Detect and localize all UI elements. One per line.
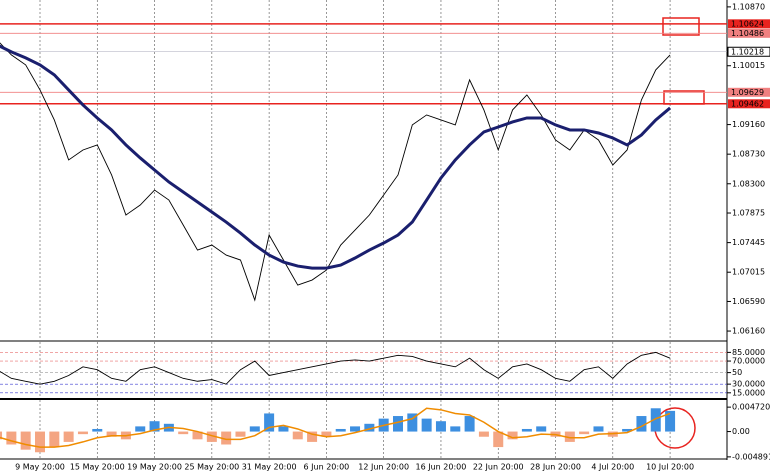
y-tick-label: 85.0000 xyxy=(732,348,765,357)
y-tick-label: 0.00 xyxy=(732,427,750,436)
y-tick-label: 1.07445 xyxy=(732,238,765,247)
histogram-bar xyxy=(507,431,518,440)
histogram-bar xyxy=(350,426,361,432)
histogram-bar xyxy=(178,431,189,435)
histogram-bar xyxy=(464,416,475,432)
y-tick-label: 1.06160 xyxy=(732,327,765,336)
histogram-bar xyxy=(264,413,275,432)
histogram-bar xyxy=(149,421,160,432)
y-tick-label: 1.07875 xyxy=(732,209,765,218)
y-tick-label: 1.08300 xyxy=(732,179,765,188)
histogram-bar xyxy=(393,416,403,432)
histogram-bar xyxy=(135,426,146,432)
annotation-box xyxy=(662,17,700,36)
histogram-bar xyxy=(493,431,504,448)
y-tick-label: 15.0000 xyxy=(732,388,765,397)
x-tick-label: 12 Jun 20:00 xyxy=(358,463,409,472)
histogram-bar xyxy=(435,421,446,432)
price-level-box xyxy=(728,28,770,38)
y-tick-label: 1.10870 xyxy=(732,2,765,11)
histogram-bar xyxy=(49,431,60,448)
histogram-bar xyxy=(636,416,647,432)
histogram-bar xyxy=(622,428,633,432)
x-tick-label: 16 Jun 20:00 xyxy=(416,463,467,472)
histogram-bar xyxy=(564,431,575,442)
x-tick-label: 22 Jun 20:00 xyxy=(473,463,524,472)
histogram-bar xyxy=(235,431,246,437)
histogram-bar xyxy=(536,426,547,432)
price-level-box xyxy=(728,87,770,97)
histogram-bar xyxy=(593,426,604,432)
x-tick-label: 31 May 20:00 xyxy=(242,463,297,472)
x-tick-label: 4 Jul 20:00 xyxy=(591,463,634,472)
y-tick-label: 50 xyxy=(732,368,742,377)
histogram-bar xyxy=(92,428,103,432)
y-tick-label: 0.0047202 xyxy=(732,403,770,412)
histogram-bar xyxy=(650,408,661,432)
x-tick-label: 6 Jun 20:00 xyxy=(304,463,350,472)
histogram-bar xyxy=(20,431,31,450)
histogram-bar xyxy=(307,431,318,442)
price-level-label: 1.10624 xyxy=(731,19,764,28)
y-tick-label: -0.0048919 xyxy=(732,452,770,461)
histogram-bar xyxy=(478,431,489,437)
price-level-box xyxy=(728,99,770,109)
histogram-bar xyxy=(0,431,3,440)
series-line xyxy=(0,42,671,302)
histogram-bar xyxy=(321,431,332,437)
price-level-box xyxy=(728,19,770,29)
price-level-label: 1.09462 xyxy=(731,99,764,108)
x-tick-label: 25 May 20:00 xyxy=(184,463,239,472)
histogram-bar xyxy=(221,431,232,445)
y-tick-label: 1.10015 xyxy=(732,61,765,70)
histogram-bar xyxy=(6,431,17,445)
y-tick-label: 1.09160 xyxy=(732,120,765,129)
histogram-bar xyxy=(292,431,303,440)
x-tick-label: 10 Jul 20:00 xyxy=(646,463,694,472)
histogram-bar xyxy=(665,410,676,432)
y-tick-label: 30.0000 xyxy=(732,380,765,389)
histogram-bar xyxy=(106,431,117,437)
histogram-bar xyxy=(35,431,45,453)
x-tick-label: 28 Jun 20:00 xyxy=(530,463,581,472)
histogram-bar xyxy=(206,431,217,442)
y-tick-label: 70.0000 xyxy=(732,357,765,366)
histogram-bar xyxy=(579,431,590,435)
x-tick-label: 15 May 20:00 xyxy=(70,463,125,472)
histogram-bar xyxy=(364,423,375,432)
histogram-bar xyxy=(335,428,346,432)
histogram-bar xyxy=(63,431,74,442)
price-level-box xyxy=(727,46,770,57)
histogram-bar xyxy=(77,431,88,435)
x-tick-label: 19 May 20:00 xyxy=(127,463,182,472)
histogram-bar xyxy=(249,426,260,432)
series-line xyxy=(0,407,671,448)
y-tick-label: 1.08730 xyxy=(732,150,765,159)
histogram-bar xyxy=(407,413,418,432)
series-line xyxy=(0,44,672,270)
histogram-bar xyxy=(450,426,461,432)
histogram-bar xyxy=(192,431,203,440)
histogram-bar xyxy=(521,428,532,432)
price-level-label: 1.10218 xyxy=(731,47,764,56)
y-tick-label: 1.07015 xyxy=(732,268,765,277)
histogram-bar xyxy=(421,418,432,432)
y-tick-label: 1.06590 xyxy=(732,297,765,306)
series-line xyxy=(0,351,671,385)
price-level-label: 1.09629 xyxy=(731,88,764,97)
price-level-label: 1.10486 xyxy=(731,29,764,38)
histogram-bar xyxy=(278,426,289,432)
x-tick-label: 9 May 20:00 xyxy=(15,463,65,472)
